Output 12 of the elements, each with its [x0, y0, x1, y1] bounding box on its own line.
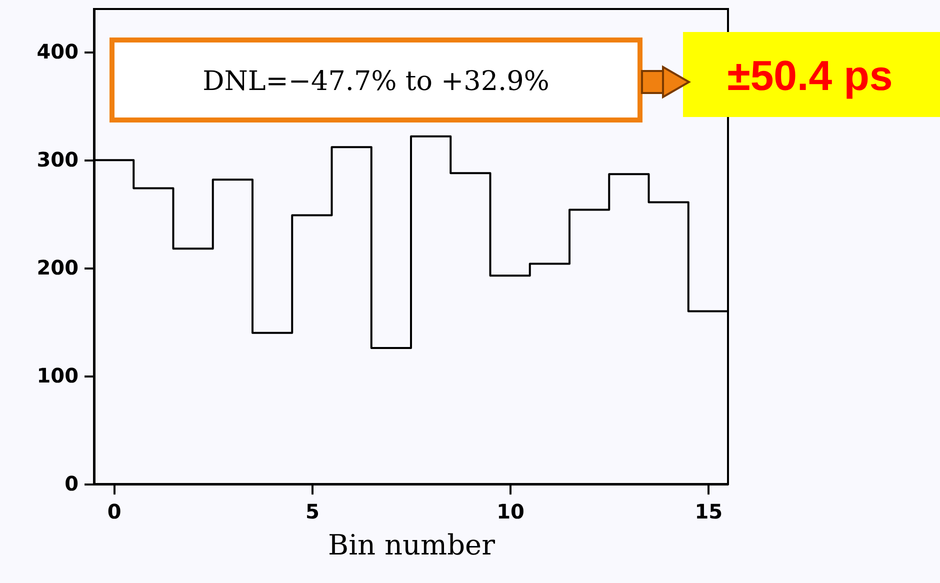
y-tick-label: 100 [36, 364, 78, 388]
x-tick-label: 10 [496, 500, 524, 524]
y-tick-label: 200 [36, 256, 78, 280]
x-tick-label: 5 [305, 500, 320, 524]
x-tick-label: 15 [694, 500, 723, 524]
y-tick-label: 300 [36, 148, 78, 172]
annotation: ±50.4 ps [727, 52, 893, 99]
x-tick-label: 0 [107, 500, 122, 524]
x-axis-title: Bin number [328, 528, 496, 562]
annotation: DNL=−47.7% to +32.9% [202, 66, 550, 97]
y-tick-label: 0 [64, 472, 78, 496]
y-tick-label: 400 [36, 40, 78, 64]
